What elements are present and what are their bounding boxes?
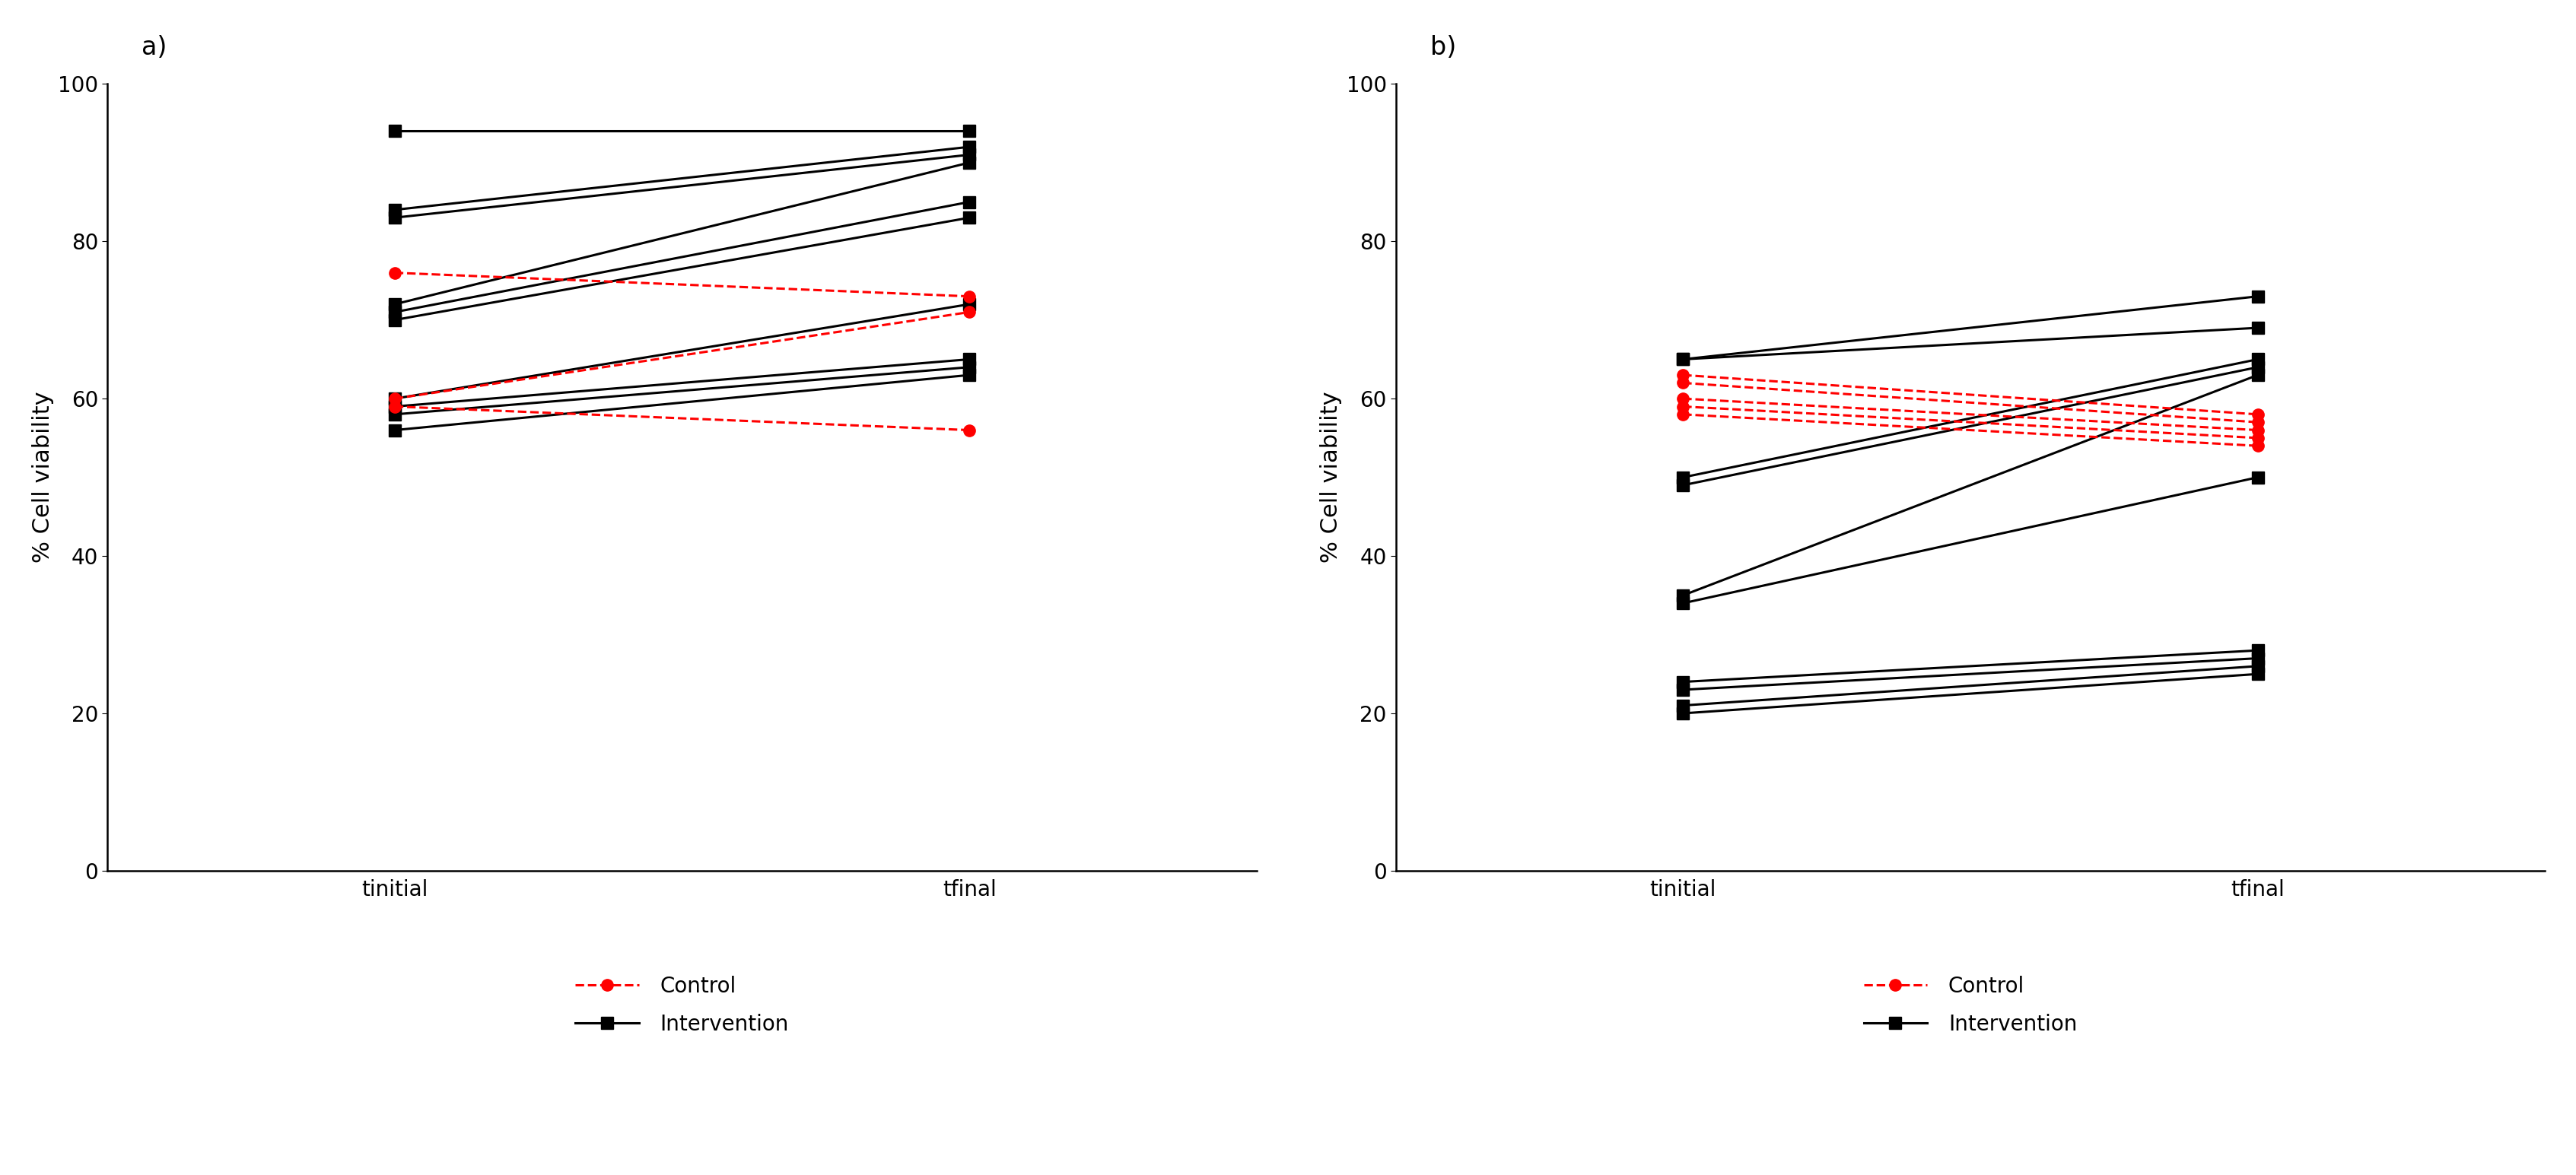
Text: b): b) xyxy=(1430,35,1455,60)
Y-axis label: % Cell viability: % Cell viability xyxy=(31,391,54,563)
Text: a): a) xyxy=(142,35,167,60)
Legend: Control, Intervention: Control, Intervention xyxy=(574,975,788,1035)
Y-axis label: % Cell viability: % Cell viability xyxy=(1319,391,1342,563)
Legend: Control, Intervention: Control, Intervention xyxy=(1862,975,2076,1035)
